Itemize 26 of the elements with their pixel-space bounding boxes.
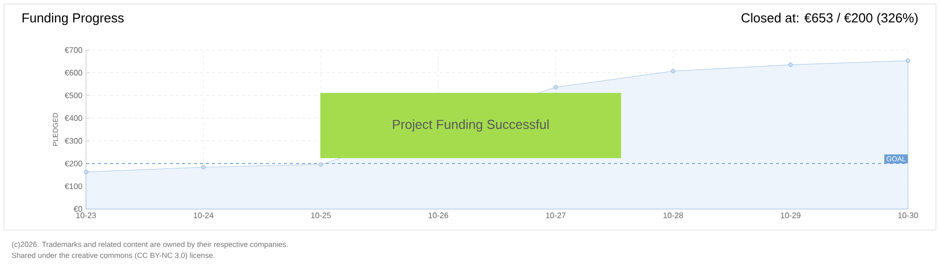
x-tick-label: 10-26 <box>428 212 448 218</box>
chart-title: Funding Progress <box>22 12 124 26</box>
y-tick-label: €300 <box>64 138 82 144</box>
y-tick-label: €400 <box>64 115 82 121</box>
point <box>84 170 88 174</box>
point <box>670 68 676 74</box>
x-tick-label: 10-24 <box>194 212 214 218</box>
x-tick-label: 10-27 <box>546 212 566 218</box>
y-tick-label: €200 <box>64 160 82 166</box>
y-tick-label: €700 <box>64 47 82 53</box>
point <box>788 62 793 67</box>
annotation: Project Funding Successful <box>393 119 549 132</box>
y-tick-label: €0 <box>74 206 82 212</box>
chart-subtitle: Closed at: €653 / €200 (326%) <box>742 12 918 26</box>
y-tick-label: €500 <box>64 92 82 98</box>
x-tick-label: 10-29 <box>780 212 800 218</box>
x-tick-label: 10-28 <box>664 212 683 218</box>
point <box>201 164 206 170</box>
point <box>906 58 910 63</box>
x-tick-label: 10-30 <box>898 212 918 218</box>
y-tick-label: €100 <box>64 183 82 190</box>
point <box>318 162 324 167</box>
point <box>554 85 558 90</box>
x-tick-label: 10-23 <box>76 212 96 218</box>
y-tick-label: €600 <box>64 70 82 76</box>
x-tick-label: 10-25 <box>311 212 331 218</box>
